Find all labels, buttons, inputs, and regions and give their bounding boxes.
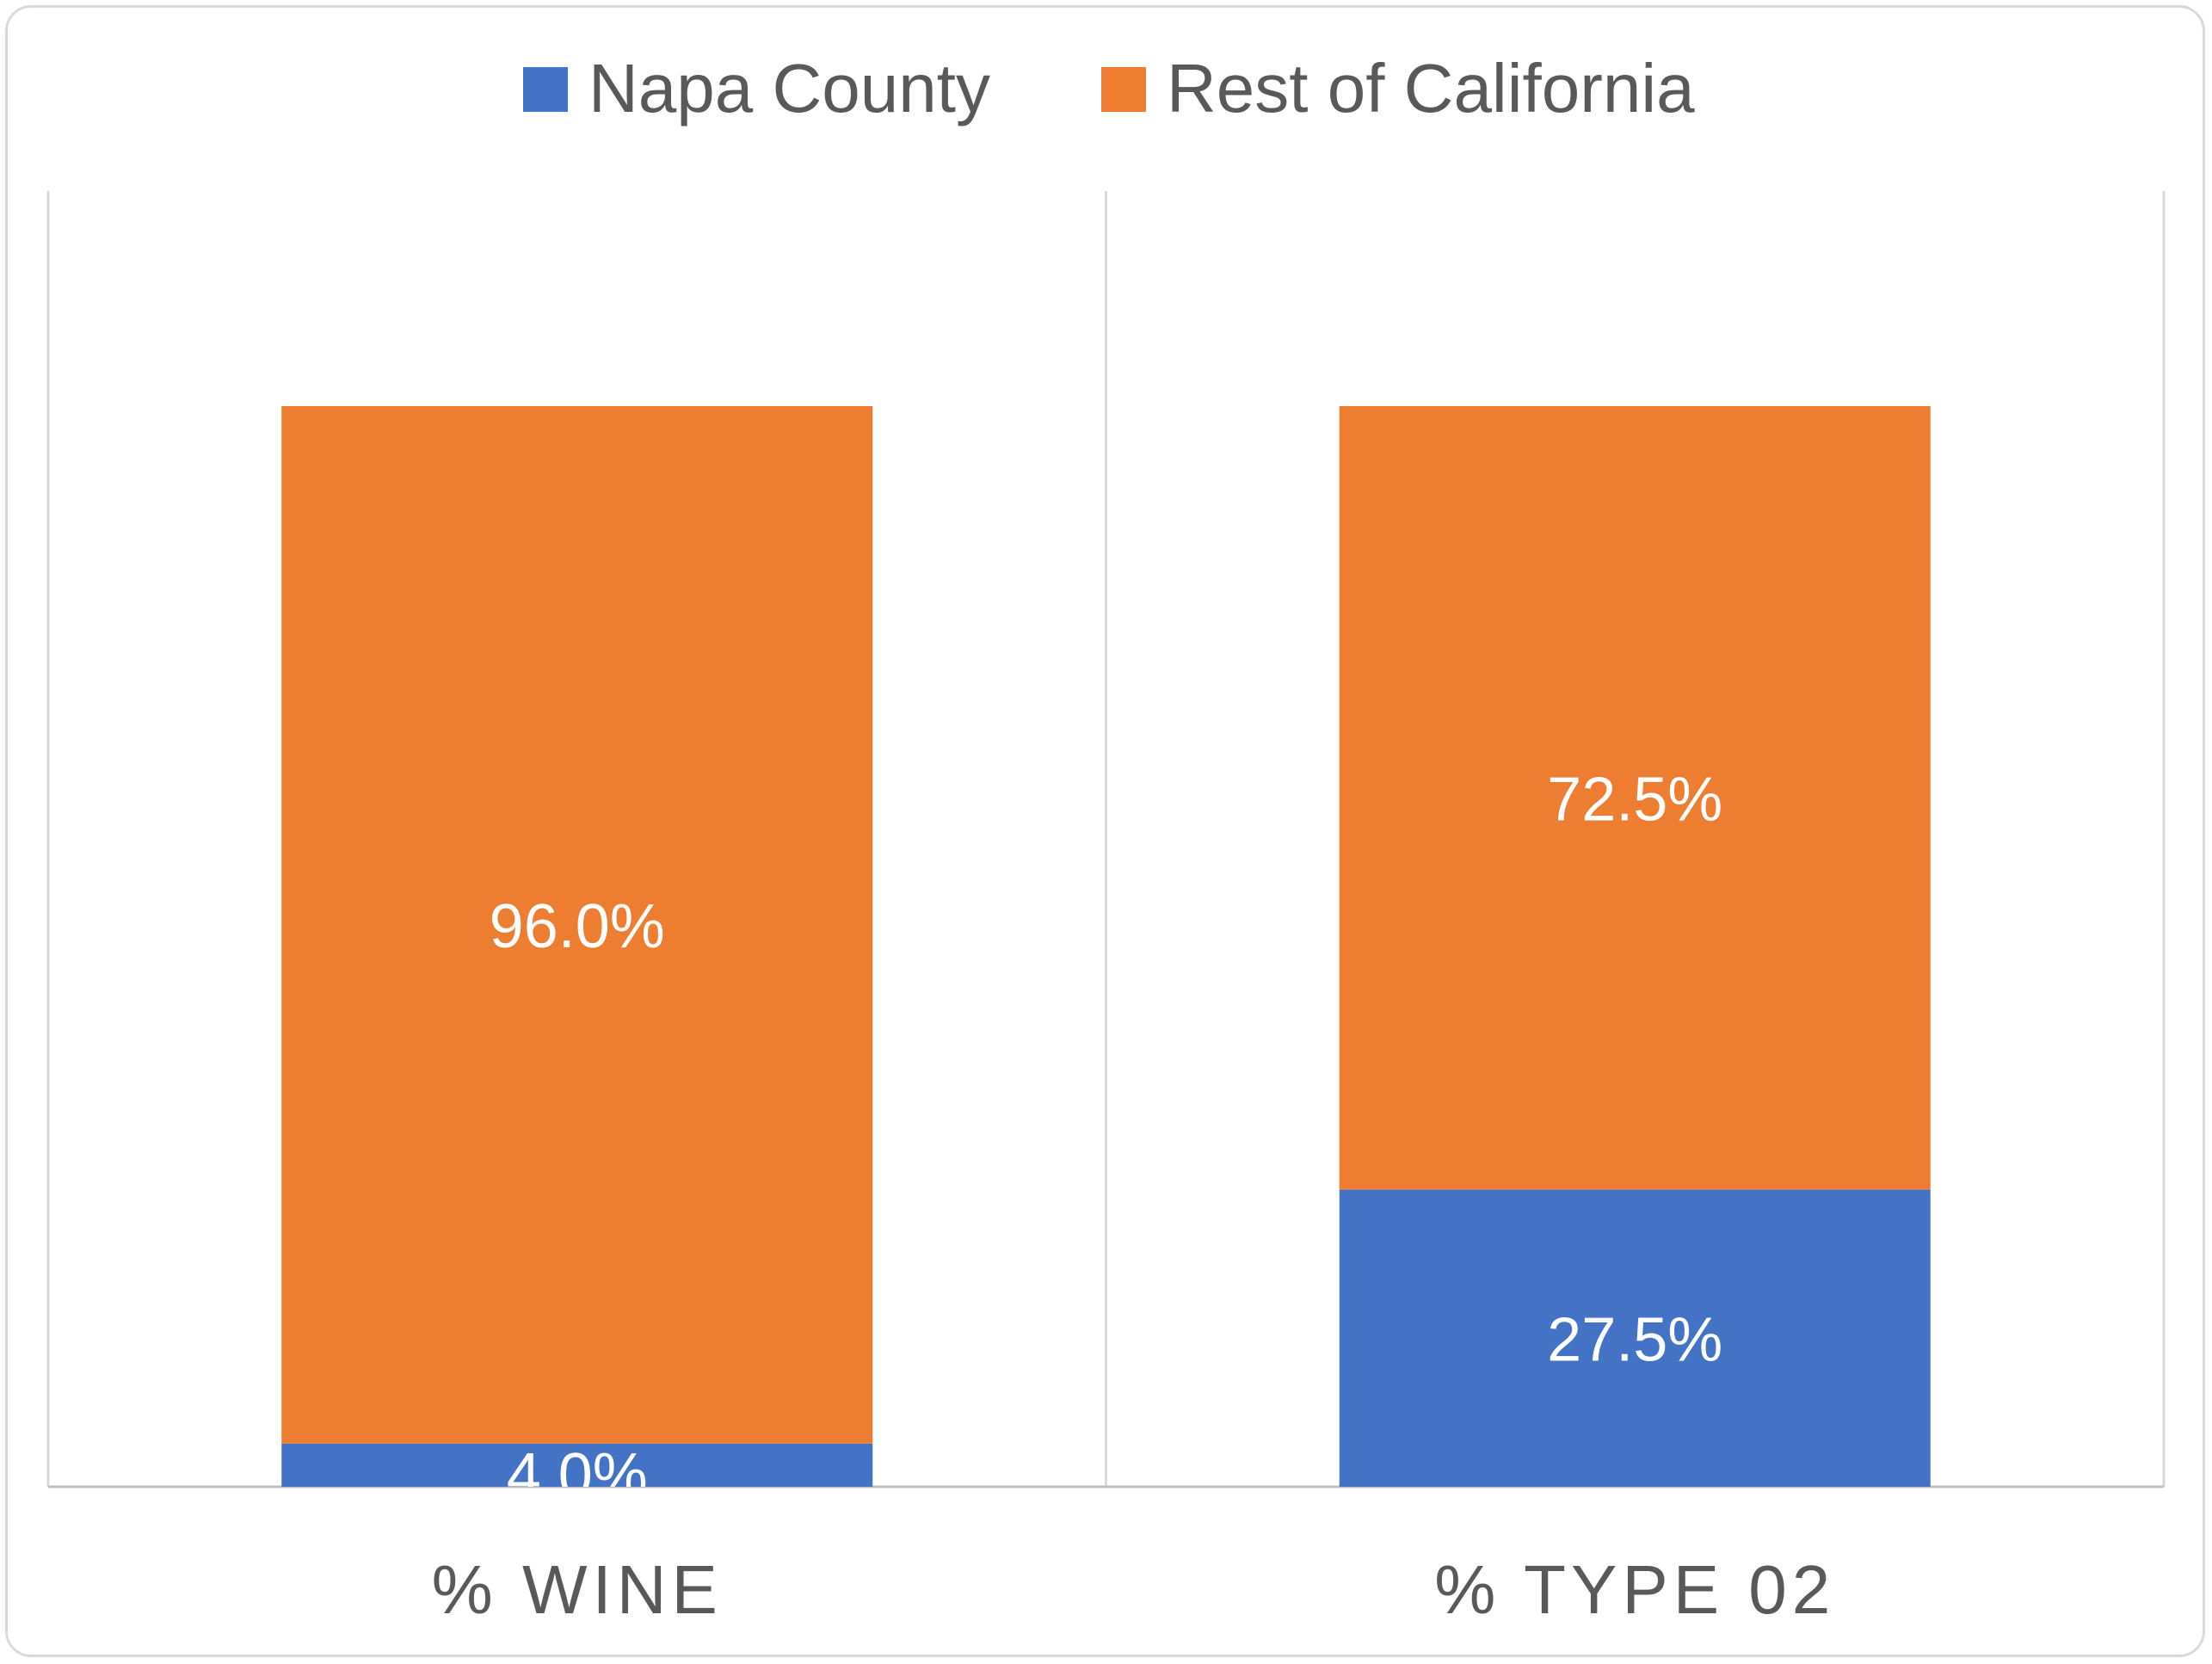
data-label: 4.0% <box>507 1441 648 1510</box>
bar-segment <box>1339 1189 1931 1487</box>
category-label: % TYPE 02 <box>1434 1551 1835 1628</box>
data-label: 96.0% <box>490 892 665 961</box>
category-labels: % WINE % TYPE 02 <box>432 1551 1835 1628</box>
legend: Napa County Rest of California <box>523 50 1695 126</box>
bar-segment <box>281 406 873 1444</box>
legend-label: Rest of California <box>1167 50 1695 126</box>
data-label: 72.5% <box>1547 765 1722 834</box>
bars <box>281 406 1931 1487</box>
data-labels: 4.0% 96.0% 27.5% 72.5% <box>490 765 1723 1510</box>
legend-swatch <box>523 67 568 112</box>
bar-segment <box>281 1443 873 1487</box>
legend-swatch <box>1101 67 1146 112</box>
bar-segment <box>1339 406 1931 1190</box>
category-label: % WINE <box>432 1551 723 1628</box>
legend-label: Napa County <box>588 50 990 126</box>
data-label: 27.5% <box>1547 1305 1722 1374</box>
